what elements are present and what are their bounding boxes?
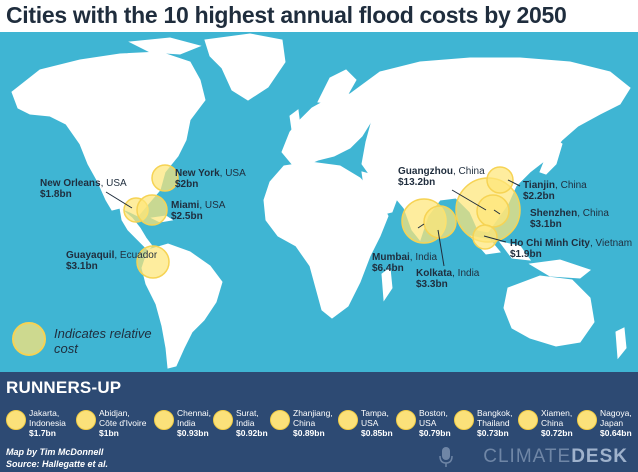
runner-up-item: Surat, India $0.92bn xyxy=(213,408,276,438)
climate-desk-logo[interactable]: CLIMATEDESK xyxy=(483,446,628,467)
runner-up-bubble xyxy=(6,410,26,430)
label-ho-chi-minh-city: Ho Chi Minh City, Vietnam $1.9bn xyxy=(510,238,633,260)
credits: Map by Tim McDonnell Source: Hallegatte … xyxy=(6,446,108,470)
leader-guangzhou xyxy=(451,189,487,211)
credit-source: Source: Hallegatte et al. xyxy=(6,459,109,469)
runner-up-bubble xyxy=(270,410,290,430)
japan-shape xyxy=(539,139,563,175)
greenland-shape xyxy=(204,33,286,101)
bubble-miami xyxy=(136,194,168,226)
runner-up-item: Abidjan, Côte d'Ivoire $1bn xyxy=(76,408,146,438)
leader-tianjin xyxy=(507,179,521,187)
leader-mumbai xyxy=(417,223,425,229)
leader-ho-chi-minh-city xyxy=(483,235,507,243)
bubble-tianjin xyxy=(486,166,514,194)
scandinavia-shape xyxy=(317,69,357,105)
runner-up-item: Bangkok, Thailand $0.73bn xyxy=(454,408,517,438)
runner-up-item: Boston, USA $0.79bn xyxy=(396,408,459,438)
australia-shape xyxy=(503,275,595,347)
label-guangzhou: Guangzhou, China $13.2bn xyxy=(398,166,485,188)
bubble-kolkata xyxy=(423,205,457,239)
runner-up-bubble xyxy=(577,410,597,430)
label-guayaquil: Guayaquil, Ecuador $3.1bn xyxy=(66,250,158,272)
runner-up-item: Zhanjiang, China $0.89bn xyxy=(270,408,333,438)
microphone-icon xyxy=(439,447,453,467)
arabian-peninsula-shape xyxy=(361,171,399,217)
leader-shenzhen xyxy=(493,209,501,215)
world-map-graphic xyxy=(11,33,631,369)
legend-label: Indicates relative cost xyxy=(54,326,152,356)
label-miami: Miami, USA $2.5bn xyxy=(171,200,226,222)
runner-up-item: Chennai, India $0.93bn xyxy=(154,408,217,438)
runner-up-bubble xyxy=(154,410,174,430)
label-new-orleans: New Orleans, USA $1.8bn xyxy=(40,178,127,200)
new-zealand-shape xyxy=(615,327,627,360)
runner-up-item: Xiamen, China $0.72bn xyxy=(518,408,581,438)
madagascar-shape xyxy=(381,267,393,302)
label-new-york: New York, USA $2bn xyxy=(175,168,246,190)
runner-up-bubble xyxy=(396,410,416,430)
uk-shape xyxy=(289,109,301,131)
bubble-guayaquil xyxy=(136,245,170,279)
world-map: New York, USA $2bn New Orleans, USA $1.8… xyxy=(0,32,638,372)
label-mumbai: Mumbai, India $6.4bn xyxy=(372,252,438,274)
leader-new-orleans xyxy=(105,191,133,209)
arctic-islands-shape xyxy=(128,37,202,55)
map-title: Cities with the 10 highest annual flood … xyxy=(6,2,567,28)
runner-up-bubble xyxy=(213,410,233,430)
bubble-new-york xyxy=(151,164,179,192)
label-kolkata: Kolkata, India $3.3bn xyxy=(416,268,480,290)
runner-up-item: Jakarta, Indonesia $1.7bn xyxy=(6,408,69,438)
runners-up-panel: RUNNERS-UP Jakarta, Indonesia $1.7bn Abidj… xyxy=(0,372,638,472)
legend-bubble xyxy=(12,322,46,356)
leader-kolkata xyxy=(437,229,445,267)
credit-author: Map by Tim McDonnell xyxy=(6,447,104,457)
africa-shape xyxy=(263,161,389,319)
runner-up-item: Tampa, USA $0.85bn xyxy=(338,408,401,438)
runner-up-bubble xyxy=(518,410,538,430)
label-tianjin: Tianjin, China $2.2bn xyxy=(523,180,587,202)
runner-up-bubble xyxy=(454,410,474,430)
runner-up-bubble xyxy=(338,410,358,430)
runners-up-title: RUNNERS-UP xyxy=(6,378,122,397)
bubble-ho-chi-minh-city xyxy=(472,224,498,250)
label-shenzhen: Shenzhen, China $3.1bn xyxy=(530,208,609,230)
runner-up-item: Nagoya, Japan $0.64bn xyxy=(577,408,638,438)
bubble-shenzhen xyxy=(476,194,510,228)
title-bar: Cities with the 10 highest annual flood … xyxy=(0,0,638,32)
runner-up-bubble xyxy=(76,410,96,430)
